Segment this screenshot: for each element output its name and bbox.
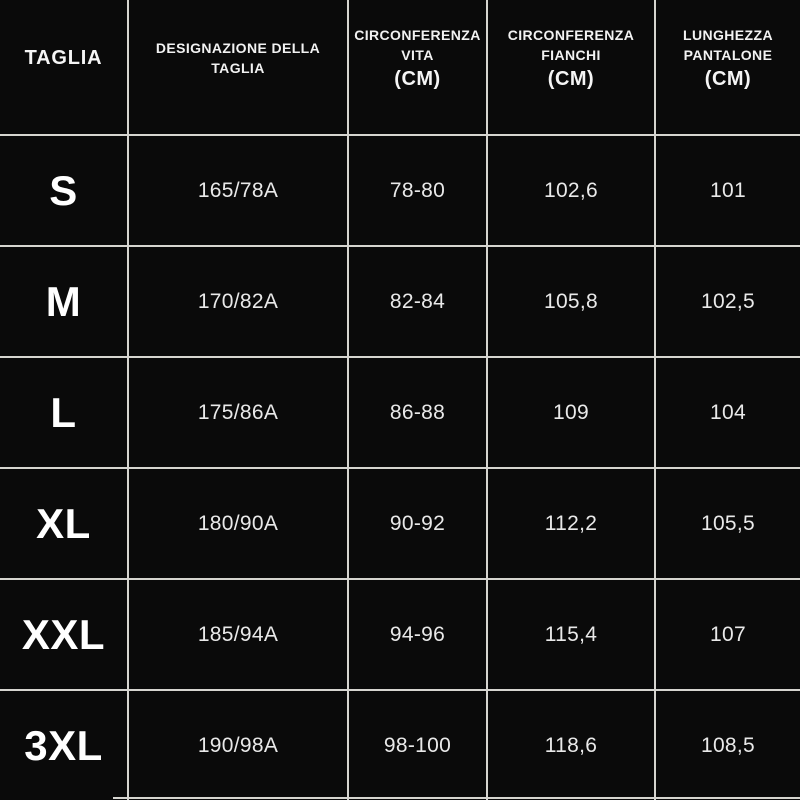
row-xl-size-cell: XL xyxy=(0,469,127,578)
row-l-hips-cell: 109 xyxy=(488,358,654,467)
row-xl-designation-cell: 180/90A xyxy=(129,469,347,578)
row-s-designation-cell: 165/78A xyxy=(129,136,347,245)
waist-value: 94-96 xyxy=(389,622,446,646)
hips-value: 109 xyxy=(553,400,589,424)
header-label-hips-line1: CIRCONFERENZA xyxy=(507,27,635,43)
row-l-length-cell: 104 xyxy=(656,358,800,467)
size-label: XL xyxy=(36,499,91,547)
waist-value: 78-80 xyxy=(389,178,446,202)
length-value: 101 xyxy=(710,178,746,202)
size-label: L xyxy=(50,388,77,436)
header-cell-hips: CIRCONFERENZA FIANCHI (CM) xyxy=(488,0,654,134)
length-value: 108,5 xyxy=(700,733,756,757)
designation-value: 170/82A xyxy=(197,289,279,313)
row-3xl-waist-cell: 98-100 xyxy=(349,691,486,800)
row-l-size-cell: L xyxy=(0,358,127,467)
row-xxl-waist-cell: 94-96 xyxy=(349,580,486,689)
row-m-size-cell: M xyxy=(0,247,127,356)
row-3xl-length-cell: 108,5 xyxy=(656,691,800,800)
header-label-taglia: TAGLIA xyxy=(24,46,103,69)
designation-value: 180/90A xyxy=(197,511,279,535)
row-m-designation-cell: 170/82A xyxy=(129,247,347,356)
row-xl-length-cell: 105,5 xyxy=(656,469,800,578)
row-xl-waist-cell: 90-92 xyxy=(349,469,486,578)
designation-value: 185/94A xyxy=(197,622,279,646)
size-label: 3XL xyxy=(24,721,103,769)
designation-value: 175/86A xyxy=(197,400,279,424)
waist-value: 90-92 xyxy=(389,511,446,535)
length-value: 104 xyxy=(710,400,746,424)
size-label: XXL xyxy=(21,610,106,658)
length-value: 102,5 xyxy=(700,289,756,313)
waist-value: 98-100 xyxy=(383,733,452,757)
header-label-length-unit: (CM) xyxy=(704,68,752,90)
header-cell-waist: CIRCONFERENZA VITA (CM) xyxy=(349,0,486,134)
header-label-hips-line2: FIANCHI xyxy=(541,47,601,63)
header-label-designation-line2: TAGLIA xyxy=(211,60,265,76)
header-cell-designation: DESIGNAZIONE DELLA TAGLIA xyxy=(129,0,347,134)
waist-value: 86-88 xyxy=(389,400,446,424)
row-xl-hips-cell: 112,2 xyxy=(488,469,654,578)
hips-value: 118,6 xyxy=(544,733,598,757)
size-label: M xyxy=(45,277,82,325)
row-s-size-cell: S xyxy=(0,136,127,245)
designation-value: 190/98A xyxy=(197,733,279,757)
row-s-length-cell: 101 xyxy=(656,136,800,245)
table-bottom-border xyxy=(113,797,800,799)
header-label-designation-line1: DESIGNAZIONE DELLA xyxy=(155,40,321,56)
header-label-waist-line2: VITA xyxy=(401,47,434,63)
header-label-waist-line1: CIRCONFERENZA xyxy=(354,27,481,43)
row-m-hips-cell: 105,8 xyxy=(488,247,654,356)
waist-value: 82-84 xyxy=(389,289,446,313)
hips-value: 115,4 xyxy=(544,622,598,646)
header-label-hips-unit: (CM) xyxy=(547,68,595,90)
row-m-length-cell: 102,5 xyxy=(656,247,800,356)
row-xxl-length-cell: 107 xyxy=(656,580,800,689)
header-cell-taglia: TAGLIA xyxy=(0,0,127,134)
row-xxl-size-cell: XXL xyxy=(0,580,127,689)
row-xxl-hips-cell: 115,4 xyxy=(488,580,654,689)
row-3xl-designation-cell: 190/98A xyxy=(129,691,347,800)
row-s-hips-cell: 102,6 xyxy=(488,136,654,245)
size-label: S xyxy=(49,166,78,214)
length-value: 105,5 xyxy=(700,511,756,535)
row-3xl-hips-cell: 118,6 xyxy=(488,691,654,800)
hips-value: 102,6 xyxy=(543,178,599,202)
row-l-designation-cell: 175/86A xyxy=(129,358,347,467)
hips-value: 105,8 xyxy=(543,289,599,313)
hips-value: 112,2 xyxy=(544,511,598,535)
header-label-length-line1: LUNGHEZZA xyxy=(683,27,773,43)
row-m-waist-cell: 82-84 xyxy=(349,247,486,356)
row-3xl-size-cell: 3XL xyxy=(0,691,127,800)
designation-value: 165/78A xyxy=(197,178,279,202)
row-s-waist-cell: 78-80 xyxy=(349,136,486,245)
header-cell-length: LUNGHEZZA PANTALONE (CM) xyxy=(656,0,800,134)
length-value: 107 xyxy=(710,622,746,646)
row-xxl-designation-cell: 185/94A xyxy=(129,580,347,689)
header-label-waist-unit: (CM) xyxy=(394,68,441,90)
row-l-waist-cell: 86-88 xyxy=(349,358,486,467)
header-label-length-line2: PANTALONE xyxy=(683,47,773,63)
